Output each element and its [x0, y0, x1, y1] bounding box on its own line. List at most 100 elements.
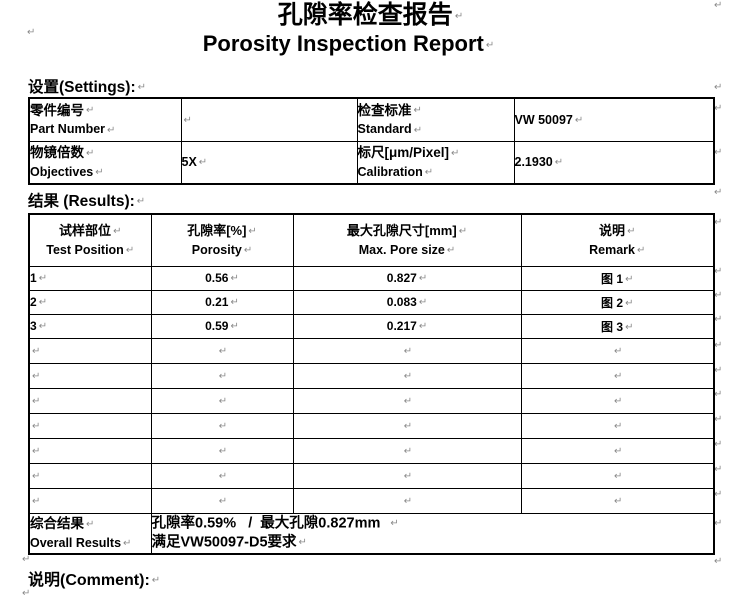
header-text: 最大孔隙尺寸[mm] [346, 223, 457, 239]
cell-text: 图 2 [601, 295, 624, 310]
paragraph-mark-icon: ↵ [614, 470, 623, 482]
table-row-empty: ↵ ↵ ↵ ↵ [28, 487, 715, 514]
paragraph-mark-icon: ↵ [298, 537, 307, 549]
paragraph-mark-icon: ↵ [136, 196, 146, 207]
standard-value-text: VW 50097 [514, 112, 573, 127]
paragraph-mark-icon: ↵ [403, 395, 413, 407]
paragraph-mark-icon: ↵ [218, 495, 228, 507]
paragraph-mark-icon: ↵ [627, 225, 636, 237]
cell-empty: ↵ [292, 337, 522, 364]
cell-empty: ↵ [28, 387, 152, 414]
row-end-mark-icon: ↵ [714, 103, 723, 114]
header-text: 孔隙率[%] [187, 223, 247, 239]
paragraph-mark-icon: ↵ [32, 345, 41, 357]
paragraph-mark-icon: ↵ [614, 345, 623, 357]
header-text: Porosity [191, 242, 242, 257]
part-number-label-en: Part Number [30, 122, 106, 137]
cell-empty: ↵ [150, 487, 294, 514]
overall-label-zh: 综合结果 [30, 516, 84, 532]
comment-heading: 说明(Comment): ↵ [28, 566, 160, 590]
column-header-remark: 说明 ↵ Remark ↵ [520, 213, 715, 267]
cell-porosity: 0.59 ↵ [150, 313, 294, 339]
results-heading-text: 结果 (Results): [28, 193, 135, 211]
paragraph-mark-icon: ↵ [38, 321, 48, 333]
cell-text: 0.56 [205, 271, 229, 285]
table-row-empty: ↵ ↵ ↵ ↵ [28, 387, 715, 414]
header-text: Remark [589, 242, 635, 257]
paragraph-mark-icon: ↵ [418, 297, 428, 309]
overall-label-en: Overall Results [30, 535, 122, 550]
cell-remark: 图 3 ↵ [520, 313, 715, 339]
cell-max-pore: 0.217 ↵ [292, 313, 522, 339]
standard-label-zh: 检查标准 [357, 102, 412, 118]
calibration-label: 标尺[μm/Pixel] ↵ Calibration ↵ [356, 140, 515, 185]
row-end-mark-icon: ↵ [714, 82, 723, 93]
cell-text: 0.083 [386, 295, 417, 309]
cell-max-pore: 0.827 ↵ [292, 265, 522, 291]
paragraph-mark-icon: ↵ [418, 273, 428, 285]
page-title-en-text: Porosity Inspection Report [202, 31, 484, 56]
paragraph-mark-icon: ↵ [218, 395, 228, 407]
cell-empty: ↵ [150, 362, 294, 389]
paragraph-mark-icon: ↵ [32, 420, 41, 432]
row-end-mark-icon: ↵ [714, 217, 723, 228]
cell-empty: ↵ [292, 437, 522, 464]
row-end-mark-icon: ↵ [714, 0, 723, 11]
paragraph-mark-icon: ↵ [614, 420, 623, 432]
results-heading: 结果 (Results): ↵ [28, 193, 145, 211]
paragraph-mark-icon: ↵ [86, 518, 95, 530]
cell-max-pore: 0.083 ↵ [292, 289, 522, 315]
table-row-empty: ↵ ↵ ↵ ↵ [28, 337, 715, 364]
table-row-empty: ↵ ↵ ↵ ↵ [28, 437, 715, 464]
paragraph-mark-icon: ↵ [446, 245, 456, 257]
column-header-max-pore-size: 最大孔隙尺寸[mm] ↵ Max. Pore size ↵ [292, 213, 522, 267]
cell-text: 图 1 [601, 271, 624, 286]
cell-empty: ↵ [520, 487, 715, 514]
table-row-empty: ↵ ↵ ↵ ↵ [28, 462, 715, 489]
row-end-mark-icon: ↵ [714, 147, 723, 158]
cell-text: 0.59 [205, 319, 229, 333]
header-text: Max. Pore size [358, 242, 445, 257]
cell-text: 图 3 [601, 319, 624, 334]
cell-empty: ↵ [150, 337, 294, 364]
results-table: 试样部位 ↵ Test Position ↵ 孔隙率[%] ↵ Porosity ↵ 最… [28, 213, 715, 555]
paragraph-mark-icon: ↵ [403, 345, 413, 357]
cell-remark: 图 1 ↵ [520, 265, 715, 291]
paragraph-mark-icon: ↵ [413, 105, 422, 117]
cell-empty: ↵ [292, 362, 522, 389]
cell-empty: ↵ [520, 412, 715, 439]
cell-empty: ↵ [150, 387, 294, 414]
paragraph-mark-icon: ↵ [198, 157, 208, 169]
table-row: 3 ↵ 0.59 ↵ 0.217 ↵ 图 3 ↵ [28, 313, 715, 339]
settings-heading-text: 设置(Settings): [28, 79, 136, 97]
paragraph-mark-icon: ↵ [614, 495, 623, 507]
table-row: 1 ↵ 0.56 ↵ 0.827 ↵ 图 1 ↵ [28, 265, 715, 291]
cell-porosity: 0.21 ↵ [150, 289, 294, 315]
paragraph-mark-icon: ↵ [38, 273, 48, 285]
paragraph-mark-icon: ↵ [403, 420, 413, 432]
paragraph-mark-icon: ↵ [403, 470, 413, 482]
row-end-mark-icon: ↵ [714, 314, 723, 325]
calibration-label-zh: 标尺[μm/Pixel] [357, 145, 450, 161]
cell-empty: ↵ [28, 462, 152, 489]
page-title-zh: 孔隙率检查报告 ↵ [28, 0, 713, 32]
table-row: 2 ↵ 0.21 ↵ 0.083 ↵ 图 2 ↵ [28, 289, 715, 315]
paragraph-mark-icon: ↵ [248, 225, 257, 237]
row-end-mark-icon: ↵ [714, 414, 723, 425]
row-end-mark-icon: ↵ [714, 290, 723, 301]
paragraph-mark-icon: ↵ [151, 575, 161, 587]
paragraph-mark-icon: ↵ [554, 157, 564, 169]
paragraph-mark-icon: ↵ [614, 370, 623, 382]
cell-text: 0.827 [386, 271, 417, 285]
paragraph-mark-icon: ↵ [32, 495, 41, 507]
cell-porosity: 0.56 ↵ [150, 265, 294, 291]
table-row-empty: ↵ ↵ ↵ ↵ [28, 362, 715, 389]
row-end-mark-icon: ↵ [714, 489, 723, 500]
table-row: 零件编号 ↵ Part Number ↵ ↵ 检查标准 ↵ Standard ↵ VW … [28, 97, 715, 142]
paragraph-mark-icon: ↵ [22, 554, 31, 565]
paragraph-mark-icon: ↵ [230, 321, 239, 333]
page-title-zh-text: 孔隙率检查报告 [277, 0, 453, 29]
row-end-mark-icon: ↵ [714, 187, 723, 198]
paragraph-mark-icon: ↵ [218, 345, 228, 357]
row-end-mark-icon: ↵ [714, 556, 723, 567]
